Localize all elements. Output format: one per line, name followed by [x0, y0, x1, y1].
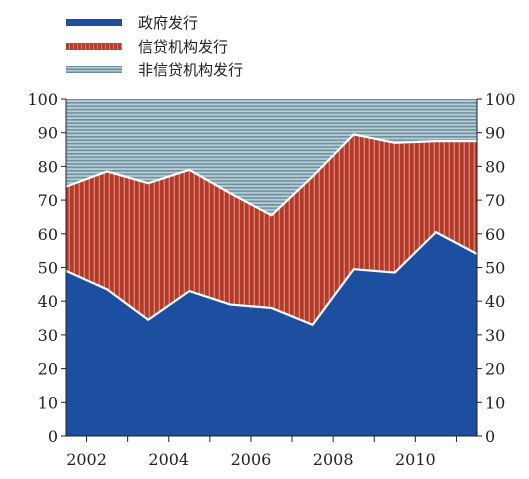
x-tick-label: 2002: [66, 450, 107, 469]
legend-label-credit-institutions: 信贷机构发行: [138, 37, 229, 56]
legend-label-government: 政府发行: [138, 13, 199, 32]
legend-swatch-credit-institutions: [66, 42, 122, 50]
y-tick-label-right: 30: [485, 326, 505, 345]
area-government: [66, 232, 477, 436]
boundary-line-1: [65, 133, 477, 217]
y-tick-label-left: 50: [38, 259, 58, 278]
legend-item-non-credit-institutions: 非信贷机构发行: [66, 60, 244, 79]
y-tick-label-left: 0: [48, 427, 58, 446]
y-tick-label-right: 40: [485, 292, 505, 311]
x-tick-label: 2010: [395, 450, 436, 469]
y-tick-label-right: 20: [485, 360, 505, 379]
x-tick-label: 2006: [231, 450, 272, 469]
y-tick-label-right: 10: [485, 393, 505, 412]
legend-label-non-credit-institutions: 非信贷机构发行: [138, 60, 244, 79]
x-tick-label: 2008: [313, 450, 354, 469]
y-tick-label-left: 70: [38, 191, 58, 210]
y-tick-label-left: 60: [38, 225, 58, 244]
y-tick-label-left: 30: [38, 326, 58, 345]
y-tick-label-left: 100: [27, 90, 58, 109]
y-tick-label-right: 100: [485, 90, 516, 109]
y-tick-label-right: 70: [485, 191, 505, 210]
boundary-line-0: [65, 231, 478, 326]
legend-item-credit-institutions: 信贷机构发行: [66, 37, 229, 56]
y-tick-label-right: 0: [485, 427, 495, 446]
y-tick-label-right: 50: [485, 259, 505, 278]
y-tick-label-left: 10: [38, 393, 58, 412]
y-tick-label-left: 20: [38, 360, 58, 379]
y-tick-label-left: 40: [38, 292, 58, 311]
y-tick-label-right: 60: [485, 225, 505, 244]
y-tick-label-left: 90: [38, 124, 58, 143]
legend-swatch-non-credit-institutions: [66, 65, 122, 73]
legend-swatch-government: [66, 18, 122, 26]
y-tick-label-left: 80: [38, 157, 58, 176]
x-tick-label: 2004: [148, 450, 189, 469]
y-tick-label-right: 90: [485, 124, 505, 143]
legend-item-government: 政府发行: [66, 13, 199, 32]
y-tick-label-right: 80: [485, 157, 505, 176]
